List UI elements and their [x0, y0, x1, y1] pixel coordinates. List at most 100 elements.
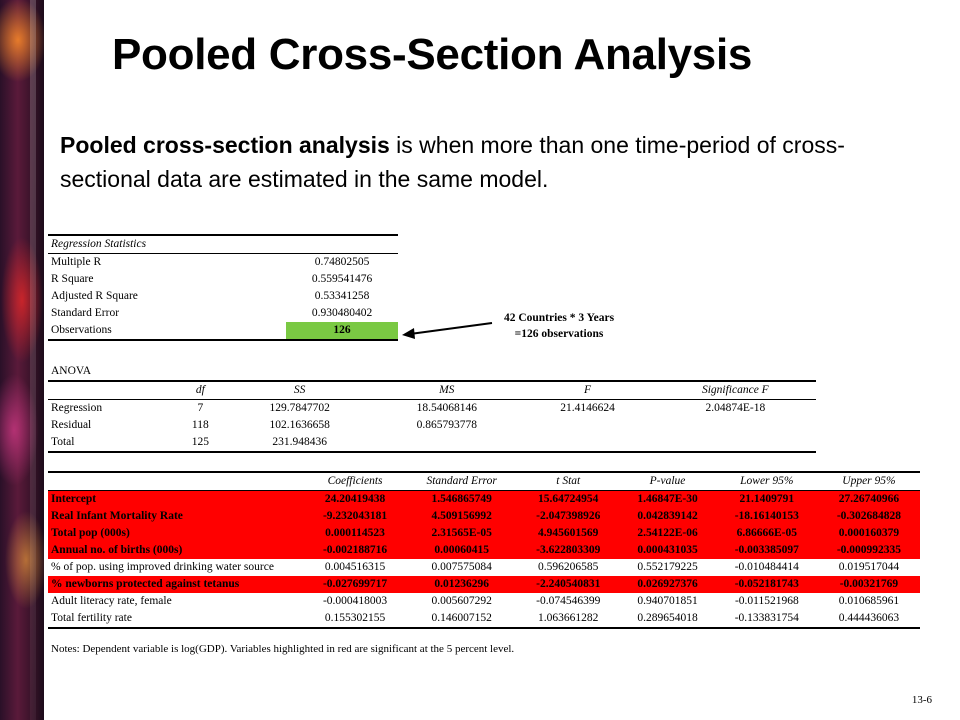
variable-name: Intercept: [48, 490, 304, 508]
table-row: Standard Error 0.930480402: [48, 305, 398, 322]
stat-value: 126: [286, 322, 398, 341]
table-cell: -3.622803309: [517, 542, 620, 559]
table-header-row: df SS MS F Significance F: [48, 380, 816, 400]
column-header: [48, 471, 304, 491]
observations-annotation: 42 Countries * 3 Years =126 observations: [494, 310, 624, 342]
table-cell: 6.86666E-05: [715, 525, 818, 542]
column-header: Significance F: [654, 380, 816, 400]
table-cell: 24.20419438: [304, 490, 407, 508]
table-cell: 15.64724954: [517, 490, 620, 508]
table-cell: 0.004516315: [324, 561, 386, 573]
intro-bold-term: Pooled cross-section analysis: [60, 132, 390, 158]
table-row: Total fertility rate 0.155302155 0.1460071…: [48, 610, 920, 629]
column-header: MS: [373, 380, 521, 400]
table-row: Residual 118 102.1636658 0.865793778: [48, 417, 816, 434]
column-header: F: [520, 380, 655, 400]
table-cell: Regression: [51, 402, 103, 414]
table-cell: 0.596206585: [538, 561, 599, 573]
table-row: Adjusted R Square 0.53341258: [48, 288, 398, 305]
table-notes: Notes: Dependent variable is log(GDP). V…: [51, 643, 515, 655]
table-cell: 0.000114523: [304, 525, 407, 542]
table-cell: 0.146007152: [406, 610, 518, 629]
table-cell: 0.019517044: [838, 561, 900, 573]
table-row: Observations 126: [48, 322, 398, 341]
table-cell: 0.00060415: [406, 542, 518, 559]
stat-label: Adjusted R Square: [51, 290, 138, 302]
variable-name: Total fertility rate: [48, 610, 304, 629]
table-cell: 0.865793778: [416, 419, 477, 431]
annotation-line-1: 42 Countries * 3 Years: [503, 312, 615, 324]
table-cell: -0.010484414: [734, 561, 799, 573]
coefficients-table: Coefficients Standard Error t Stat P-value L…: [48, 471, 920, 629]
variable-name: Annual no. of births (000s): [48, 542, 304, 559]
table-cell: 0.01236296: [406, 576, 518, 593]
table-cell: -2.240540831: [517, 576, 620, 593]
table-cell: [286, 234, 398, 254]
table-cell: -0.003385097: [715, 542, 818, 559]
variable-name: % of pop. using improved drinking water …: [51, 561, 274, 573]
table-cell: -0.074546399: [536, 595, 601, 607]
column-header: Standard Error: [406, 471, 518, 491]
table-cell: 0.010685961: [838, 595, 900, 607]
table-cell: -0.011521968: [734, 595, 799, 607]
table-row-significant: Intercept 24.20419438 1.546865749 15.647249…: [48, 490, 920, 508]
table-cell: 0.042839142: [619, 508, 716, 525]
table-row: R Square 0.559541476: [48, 271, 398, 288]
table-cell: 0.155302155: [304, 610, 407, 629]
stat-value: 0.53341258: [314, 290, 370, 302]
annotation-line-2: =126 observations: [514, 328, 604, 340]
table-cell: 21.1409791: [715, 490, 818, 508]
column-header: P-value: [619, 471, 716, 491]
stat-label: Standard Error: [51, 307, 120, 319]
table-row-significant: Total pop (000s) 0.000114523 2.31565E-05 4.…: [48, 525, 920, 542]
stat-label: R Square: [51, 273, 94, 285]
table-row-significant: Real Infant Mortality Rate -9.232043181 4.…: [48, 508, 920, 525]
table-row: Total 125 231.948436: [48, 434, 816, 453]
table-row: Regression 7 129.7847702 18.54068146 21.4146…: [48, 400, 816, 418]
table-cell: 231.948436: [226, 434, 374, 453]
table-cell: -0.027699717: [304, 576, 407, 593]
table-cell: 125: [174, 434, 227, 453]
intro-text: is when more than one time-period of cro…: [60, 132, 845, 192]
slide-title: Pooled Cross-Section Analysis: [112, 30, 753, 79]
arrow-icon: [402, 322, 493, 339]
regression-statistics-header: Regression Statistics: [48, 234, 286, 254]
column-header: Lower 95%: [715, 471, 818, 491]
table-header-row: Coefficients Standard Error t Stat P-value L…: [48, 471, 920, 491]
table-cell: 0.444436063: [817, 610, 920, 629]
table-cell: -0.052181743: [715, 576, 818, 593]
table-row: Multiple R 0.74802505: [48, 254, 398, 272]
anova-table: df SS MS F Significance F Regression 7 129.7847…: [48, 380, 816, 453]
table-cell: 102.1636658: [269, 419, 330, 431]
table-cell: 0.940701851: [637, 595, 698, 607]
table-cell: 1.46847E-30: [619, 490, 716, 508]
stat-value: 0.74802505: [314, 256, 370, 268]
table-cell: 21.4146624: [560, 402, 615, 414]
table-cell: 129.7847702: [269, 402, 330, 414]
table-cell: Total: [48, 434, 175, 453]
table-cell: -0.00321769: [817, 576, 920, 593]
table-cell: 0.000160379: [817, 525, 920, 542]
stat-label: Observations: [48, 322, 286, 341]
table-cell: -0.000418003: [322, 595, 388, 607]
table-cell: 0.000431035: [619, 542, 716, 559]
table-cell: 7: [197, 402, 204, 414]
table-header-row: Regression Statistics: [48, 234, 398, 254]
stat-value: 0.559541476: [311, 273, 373, 285]
column-header: Upper 95%: [817, 471, 920, 491]
table-cell: [520, 434, 655, 453]
table-cell: 0.289654018: [619, 610, 716, 629]
column-header: t Stat: [517, 471, 620, 491]
table-cell: 4.945601569: [517, 525, 620, 542]
regression-statistics-table: Regression Statistics Multiple R 0.7480250…: [48, 234, 398, 341]
table-cell: 0.026927376: [619, 576, 716, 593]
variable-name: Real Infant Mortality Rate: [48, 508, 304, 525]
table-cell: 1.546865749: [406, 490, 518, 508]
column-header: [48, 380, 175, 400]
table-cell: [373, 434, 521, 453]
table-cell: 27.26740966: [817, 490, 920, 508]
table-cell: -2.047398926: [517, 508, 620, 525]
table-cell: 1.063661282: [517, 610, 620, 629]
slide-number: 13-6: [911, 694, 932, 706]
table-cell: [655, 417, 816, 434]
